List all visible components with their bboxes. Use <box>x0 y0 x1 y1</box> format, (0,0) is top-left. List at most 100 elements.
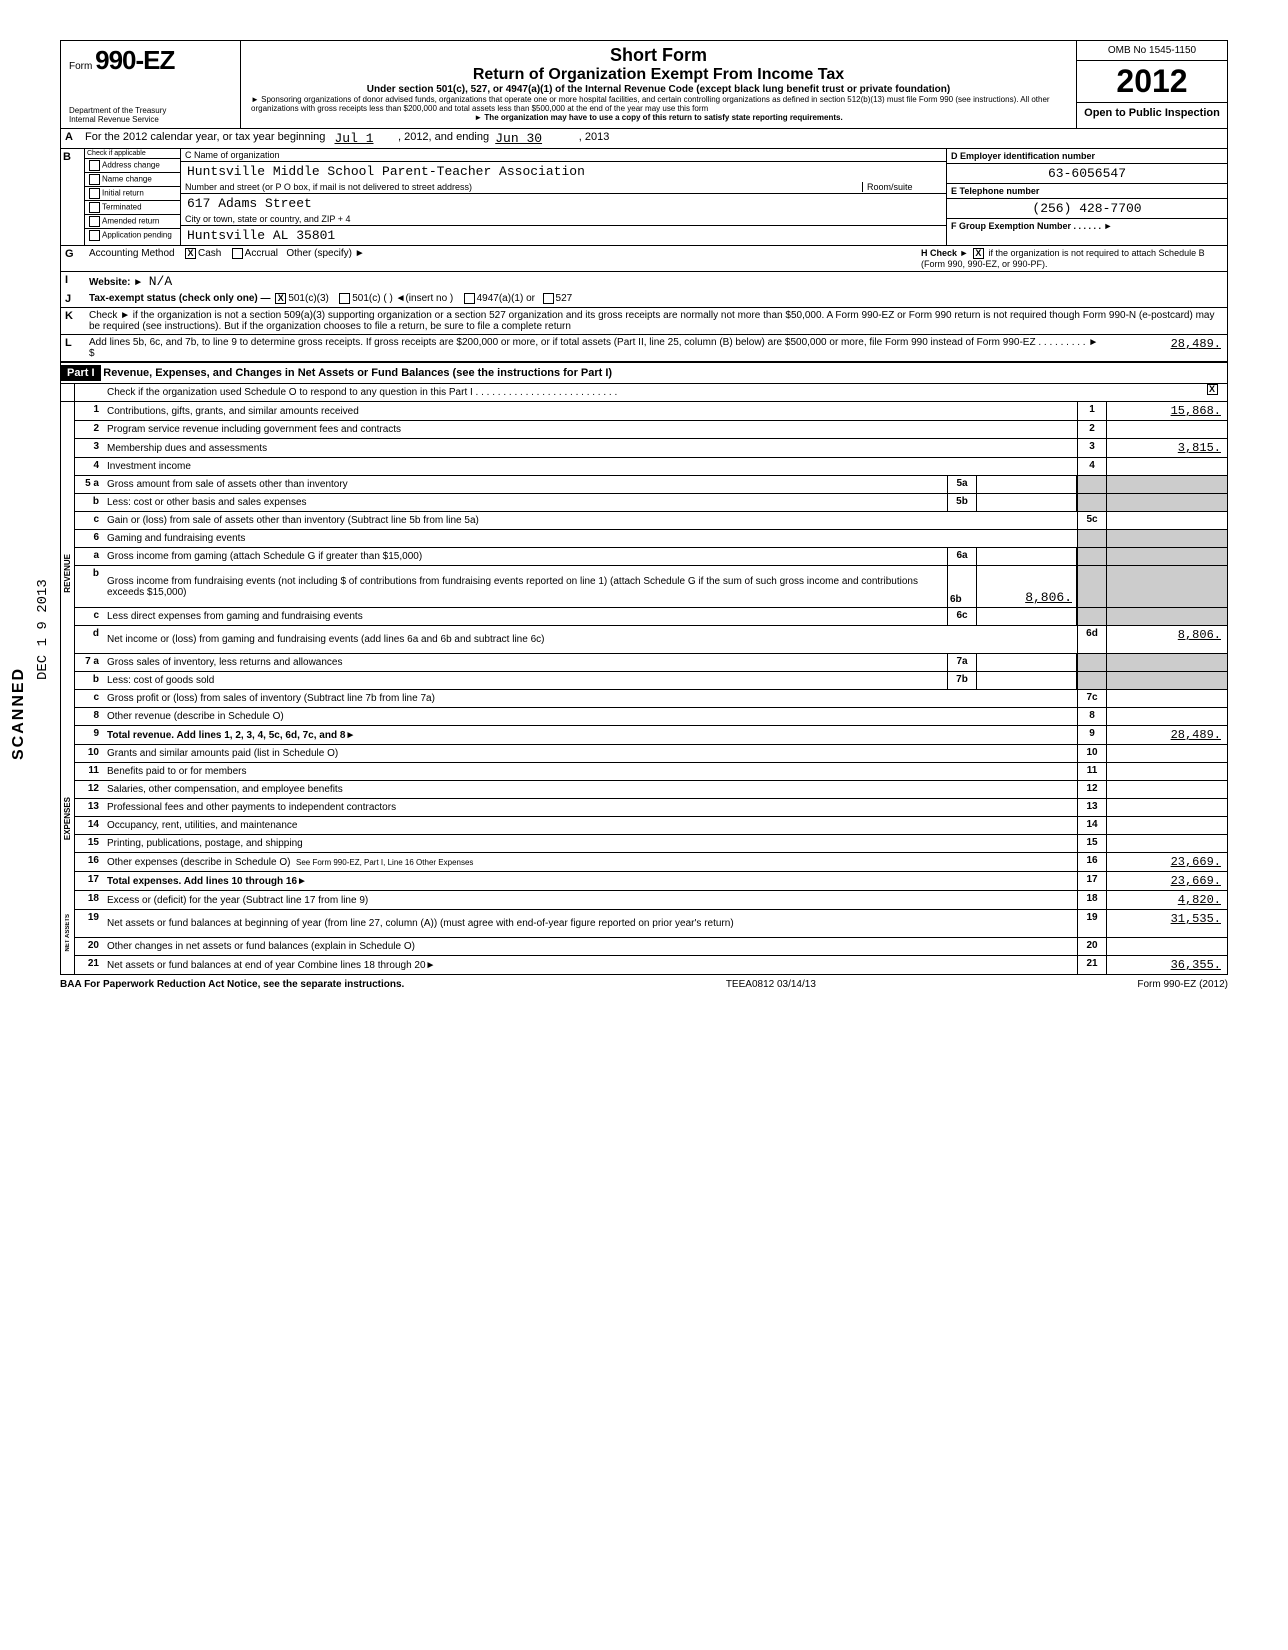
addr-label-row: Number and street (or P O box, if mail i… <box>181 181 946 194</box>
sponsor-note: ► Sponsoring organizations of donor advi… <box>245 95 1072 113</box>
line-6: 6Gaming and fundraising events <box>75 530 1227 548</box>
check-schedule-o[interactable]: X <box>1207 384 1218 395</box>
label-i: I <box>61 272 85 291</box>
end-date: Jun 30 <box>495 131 542 146</box>
short-form-label: Short Form <box>245 45 1072 66</box>
accounting-method: Accounting Method XCash Accrual Other (s… <box>85 246 917 271</box>
line-14: 14Occupancy, rent, utilities, and mainte… <box>75 817 1227 835</box>
check-address-change[interactable]: Address change <box>85 159 180 173</box>
line-5b: bLess: cost or other basis and sales exp… <box>75 494 1227 512</box>
line-8: 8Other revenue (describe in Schedule O)8 <box>75 708 1227 726</box>
dept-treasury: Department of the Treasury <box>69 106 232 115</box>
form-ref: Form 990-EZ (2012) <box>1137 979 1228 990</box>
label-a: A <box>65 131 85 146</box>
label-l: L <box>61 335 85 361</box>
line-6d: dNet income or (loss) from gaming and fu… <box>75 626 1227 654</box>
label-g: G <box>61 246 85 271</box>
subtitle: Under section 501(c), 527, or 4947(a)(1)… <box>245 84 1072 95</box>
row-a-mid: , 2012, and ending <box>398 131 489 146</box>
e-label: E Telephone number <box>947 184 1227 199</box>
checkbox-column: Check if applicable Address change Name … <box>85 149 181 245</box>
line-3: 3Membership dues and assessments33,815. <box>75 439 1227 458</box>
section-b-identity: B Check if applicable Address change Nam… <box>61 149 1227 246</box>
check-h[interactable]: X <box>973 248 984 259</box>
check-amended[interactable]: Amended return <box>85 215 180 229</box>
line-5a: 5 aGross amount from sale of assets othe… <box>75 476 1227 494</box>
line-7a: 7 aGross sales of inventory, less return… <box>75 654 1227 672</box>
part-1-label: Part I <box>61 365 101 381</box>
year-box: OMB No 1545-1150 2012 Open to Public Ins… <box>1077 41 1227 128</box>
label-k: K <box>61 308 85 334</box>
open-public: Open to Public Inspection <box>1077 102 1227 123</box>
omb-number: OMB No 1545-1150 <box>1077 41 1227 61</box>
net-assets-side-label: NET ASSETS <box>61 891 75 974</box>
ein-value: 63-6056547 <box>947 164 1227 184</box>
row-a-pre: For the 2012 calendar year, or tax year … <box>85 131 325 146</box>
row-g-accounting: G Accounting Method XCash Accrual Other … <box>61 246 1227 272</box>
check-501c3[interactable]: X <box>275 293 286 304</box>
check-501c[interactable] <box>339 293 350 304</box>
schedule-o-check-text: Check if the organization used Schedule … <box>103 384 1197 401</box>
d-label: D Employer identification number <box>947 149 1227 164</box>
part-1-header: Part I Revenue, Expenses, and Changes in… <box>61 362 1227 384</box>
return-title: Return of Organization Exempt From Incom… <box>245 66 1072 84</box>
row-k: K Check ► if the organization is not a s… <box>61 308 1227 335</box>
l-value: 28,489. <box>1107 335 1227 361</box>
col-c-org: C Name of organization Huntsville Middle… <box>181 149 947 245</box>
line-6b: bGross income from fundraising events (n… <box>75 566 1227 608</box>
f-label: F Group Exemption Number . . . . . . ► <box>947 219 1227 233</box>
line-9: 9Total revenue. Add lines 1, 2, 3, 4, 5c… <box>75 726 1227 745</box>
irs-label: Internal Revenue Service <box>69 115 232 124</box>
expenses-section: EXPENSES 10Grants and similar amounts pa… <box>61 745 1227 891</box>
check-app-pending[interactable]: Application pending <box>85 229 180 242</box>
row-a-post: , 2013 <box>579 131 610 146</box>
check-initial-return[interactable]: Initial return <box>85 187 180 201</box>
line-21: 21Net assets or fund balances at end of … <box>75 956 1227 974</box>
line-20: 20Other changes in net assets or fund ba… <box>75 938 1227 956</box>
title-box: Short Form Return of Organization Exempt… <box>241 41 1077 128</box>
h-schedule-b: H Check ► X if the organization is not r… <box>917 246 1227 271</box>
k-text: Check ► if the organization is not a sec… <box>85 308 1227 334</box>
city-state-zip: Huntsville AL 35801 <box>181 226 946 245</box>
teea-code: TEEA0812 03/14/13 <box>726 979 816 990</box>
check-header: Check if applicable <box>85 149 180 159</box>
label-j: J <box>61 291 85 307</box>
line-11: 11Benefits paid to or for members11 <box>75 763 1227 781</box>
part-1-check-row: Check if the organization used Schedule … <box>61 384 1227 402</box>
line-7b: bLess: cost of goods sold7b <box>75 672 1227 690</box>
line-19: 19Net assets or fund balances at beginni… <box>75 910 1227 938</box>
check-terminated[interactable]: Terminated <box>85 201 180 215</box>
row-j-exempt-status: J Tax-exempt status (check only one) — X… <box>61 291 1227 308</box>
line-7c: cGross profit or (loss) from sales of in… <box>75 690 1227 708</box>
scanned-stamp: SCANNED <box>10 667 28 760</box>
check-accrual[interactable] <box>232 248 243 259</box>
line-16: 16Other expenses (describe in Schedule O… <box>75 853 1227 872</box>
line-4: 4Investment income4 <box>75 458 1227 476</box>
c-label: C Name of organization <box>181 149 946 162</box>
addr-label: Number and street (or P O box, if mail i… <box>185 182 862 192</box>
expenses-side-label: EXPENSES <box>61 745 75 891</box>
form-id-box: Form 990-EZ Department of the Treasury I… <box>61 41 241 128</box>
phone-value: (256) 428-7700 <box>947 199 1227 219</box>
part-1-title: Revenue, Expenses, and Changes in Net As… <box>103 367 612 379</box>
revenue-side-label: REVENUE <box>61 402 75 745</box>
form-prefix: Form <box>69 61 92 72</box>
line-1: 1Contributions, gifts, grants, and simil… <box>75 402 1227 421</box>
line-6c: cLess direct expenses from gaming and fu… <box>75 608 1227 626</box>
line-5c: cGain or (loss) from sale of assets othe… <box>75 512 1227 530</box>
col-def: D Employer identification number 63-6056… <box>947 149 1227 245</box>
check-527[interactable] <box>543 293 554 304</box>
line-17: 17Total expenses. Add lines 10 through 1… <box>75 872 1227 891</box>
city-label: City or town, state or country, and ZIP … <box>181 213 946 226</box>
row-l: L Add lines 5b, 6c, and 7b, to line 9 to… <box>61 335 1227 362</box>
check-name-change[interactable]: Name change <box>85 173 180 187</box>
state-note: ► The organization may have to use a cop… <box>245 113 1072 122</box>
check-4947[interactable] <box>464 293 475 304</box>
check-cash[interactable]: X <box>185 248 196 259</box>
form-number: 990-EZ <box>95 45 174 75</box>
line-13: 13Professional fees and other payments t… <box>75 799 1227 817</box>
footer: BAA For Paperwork Reduction Act Notice, … <box>60 975 1228 994</box>
date-stamp: DEC 1 9 2013 <box>35 579 51 680</box>
tax-exempt-status: Tax-exempt status (check only one) — X50… <box>85 291 917 307</box>
l-text: Add lines 5b, 6c, and 7b, to line 9 to d… <box>85 335 1107 361</box>
